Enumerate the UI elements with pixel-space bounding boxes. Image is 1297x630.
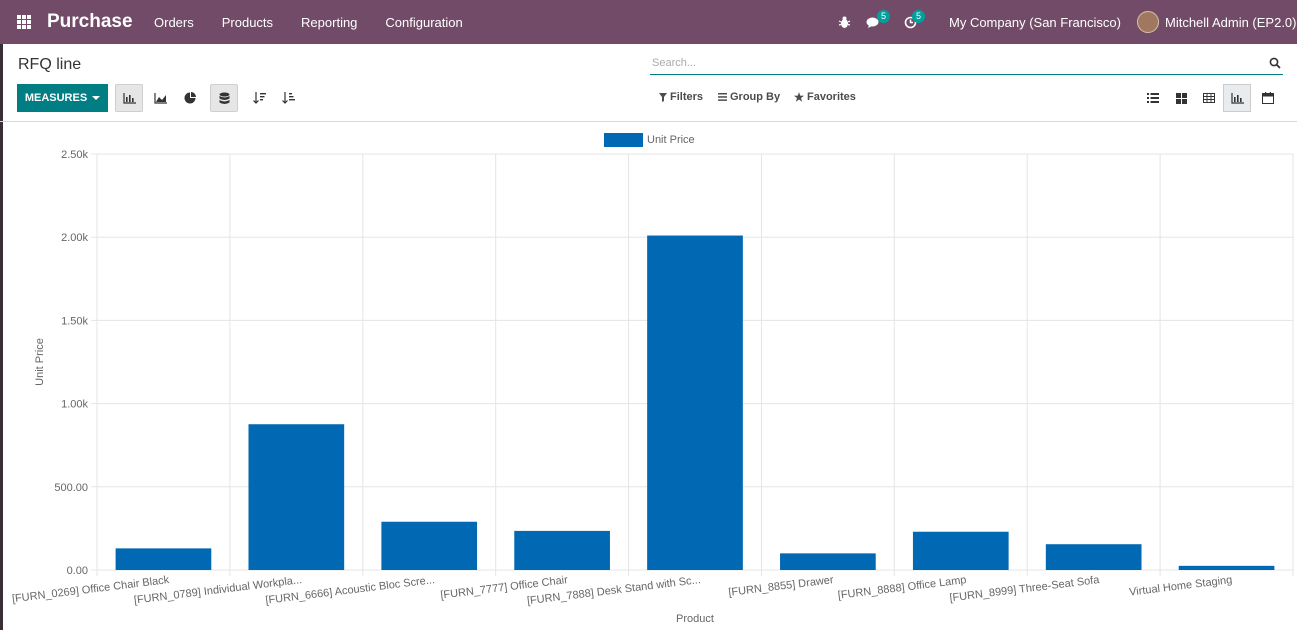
- kanban-view-button[interactable]: [1167, 84, 1195, 112]
- window-edge: [0, 44, 3, 630]
- bar: [647, 235, 743, 570]
- page-title: RFQ line: [18, 56, 82, 73]
- y-tick-label: 0.00: [67, 565, 88, 577]
- top-navbar: Purchase Orders Products Reporting Confi…: [0, 0, 1297, 44]
- legend-label: Unit Price: [647, 134, 695, 146]
- y-tick-label: 2.50k: [61, 149, 88, 161]
- apps-menu-icon[interactable]: [17, 15, 31, 29]
- measures-label: MEASURES: [24, 92, 88, 104]
- star-icon: [794, 92, 804, 102]
- sort-ascending-button[interactable]: [274, 84, 302, 112]
- user-name: Mitchell Admin (EP2.0): [1165, 14, 1297, 30]
- filter-icon: [659, 92, 667, 102]
- x-tick-label: [FURN_8999] Three-Seat Sofa: [949, 574, 1101, 604]
- bar: [248, 424, 345, 570]
- table-icon: [1203, 93, 1215, 103]
- sort-descending-button[interactable]: [245, 84, 273, 112]
- bar: [912, 531, 1009, 570]
- bar-chart: 0.00500.001.00k1.50k2.00k2.50k[FURN_0269…: [11, 133, 1294, 625]
- messages-icon[interactable]: [866, 0, 880, 44]
- user-menu[interactable]: Mitchell Admin (EP2.0): [1137, 0, 1297, 44]
- measures-button[interactable]: MEASURES: [17, 84, 108, 112]
- y-tick-label: 500.00: [54, 482, 88, 494]
- favorites-label: Favorites: [807, 91, 856, 103]
- caret-down-icon: [92, 96, 101, 100]
- stacked-button[interactable]: [210, 84, 238, 112]
- list-view-button[interactable]: [1139, 84, 1167, 112]
- groupby-button[interactable]: Group By: [718, 91, 780, 103]
- calendar-icon: [1262, 92, 1274, 104]
- kanban-icon: [1175, 92, 1187, 104]
- menu-configuration[interactable]: Configuration: [385, 14, 463, 30]
- bar: [1045, 544, 1142, 570]
- bars-icon: [718, 93, 727, 101]
- y-tick-label: 2.00k: [61, 232, 88, 244]
- calendar-view-button[interactable]: [1254, 84, 1282, 112]
- filters-label: Filters: [670, 91, 704, 103]
- bar: [381, 521, 478, 570]
- pie-chart-icon: [184, 92, 196, 104]
- activities-badge: 5: [912, 10, 926, 23]
- bar: [1178, 565, 1275, 570]
- company-switcher[interactable]: My Company (San Francisco): [949, 14, 1121, 30]
- main-menu: Orders Products Reporting Configuration: [140, 0, 477, 44]
- x-tick-label: [FURN_8855] Drawer: [728, 574, 835, 599]
- y-tick-label: 1.00k: [61, 399, 88, 411]
- bar-chart-icon: [122, 92, 136, 104]
- pie-chart-button[interactable]: [176, 84, 204, 112]
- search-bar: [650, 53, 1283, 75]
- control-panel: RFQ line MEASURES Filters Group By Favor…: [0, 44, 1297, 122]
- graph-icon: [1230, 92, 1244, 104]
- menu-orders[interactable]: Orders: [154, 14, 194, 30]
- x-tick-label: Virtual Home Staging: [1128, 574, 1232, 599]
- bar: [780, 553, 876, 570]
- pivot-view-button[interactable]: [1195, 84, 1223, 112]
- groupby-label: Group By: [730, 91, 781, 103]
- user-avatar: [1137, 11, 1159, 33]
- bar: [514, 530, 610, 570]
- line-chart-button[interactable]: [146, 84, 174, 112]
- y-tick-label: 1.50k: [61, 315, 88, 327]
- menu-products[interactable]: Products: [221, 14, 274, 30]
- list-icon: [1147, 93, 1159, 103]
- database-icon: [219, 92, 229, 104]
- sort-descending-icon: [252, 92, 266, 104]
- area-chart-icon: [153, 92, 167, 104]
- legend-swatch: [604, 133, 643, 147]
- app-name[interactable]: Purchase: [47, 11, 133, 32]
- filters-button[interactable]: Filters: [659, 91, 703, 103]
- menu-reporting[interactable]: Reporting: [301, 14, 358, 30]
- bar-chart-button[interactable]: [115, 84, 143, 112]
- graph-view-button[interactable]: [1223, 84, 1251, 112]
- bar: [115, 548, 212, 570]
- x-tick-label: [FURN_8888] Office Lamp: [837, 574, 967, 602]
- messages-badge: 5: [877, 10, 891, 23]
- search-icon[interactable]: [1269, 56, 1281, 74]
- favorites-button[interactable]: Favorites: [794, 91, 856, 103]
- search-input[interactable]: [650, 53, 1250, 73]
- debug-icon[interactable]: [838, 0, 851, 44]
- x-axis-title: Product: [676, 613, 714, 625]
- sort-ascending-icon: [281, 92, 295, 104]
- y-axis-title: Unit Price: [34, 338, 46, 386]
